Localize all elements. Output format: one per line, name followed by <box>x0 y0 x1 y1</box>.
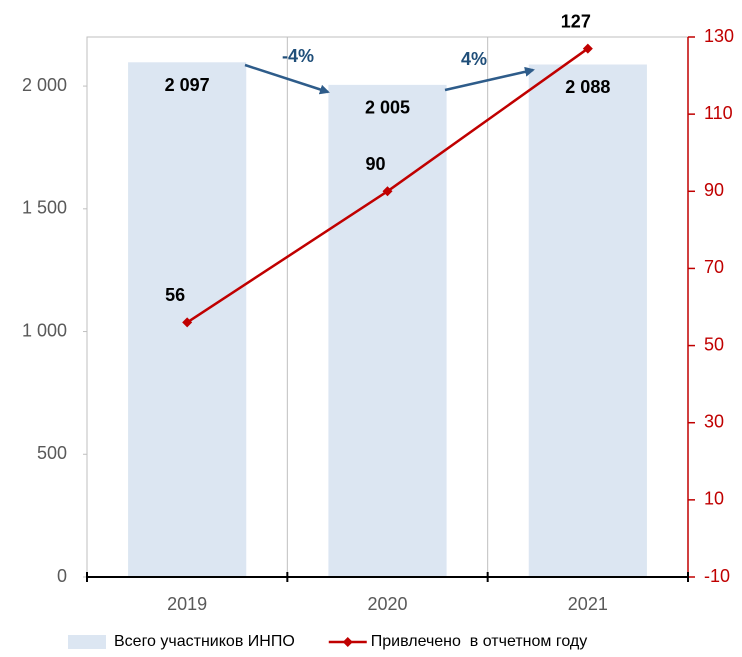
y2-tick-label: 70 <box>704 257 724 277</box>
y2-tick-label: 50 <box>704 334 724 354</box>
y2-tick-label: 110 <box>704 103 733 123</box>
y-tick-label: 1 500 <box>22 198 67 218</box>
annotation: -4% <box>282 46 314 66</box>
line-value-label: 127 <box>561 11 591 31</box>
bar-value-label: 2 005 <box>365 98 410 118</box>
y-tick-label: 1 000 <box>22 320 67 340</box>
line-value-label: 56 <box>165 285 185 305</box>
x-tick-label: 2020 <box>367 594 407 614</box>
legend-marker <box>342 637 353 647</box>
legend-swatch <box>68 635 106 649</box>
bar <box>528 64 647 577</box>
y2-tick-label: -10 <box>704 566 730 586</box>
annotation-arrow <box>444 66 535 92</box>
x-tick-label: 2019 <box>167 594 207 614</box>
y2-tick-label: 10 <box>704 489 724 509</box>
line-marker <box>382 186 393 197</box>
y-tick-label: 500 <box>37 443 67 463</box>
legend-label: Привлечено в отчетном году <box>371 633 587 650</box>
x-tick-label: 2021 <box>568 594 608 614</box>
line-value-label: 90 <box>365 154 385 174</box>
line-marker <box>582 43 593 54</box>
bar-value-label: 2 097 <box>165 75 210 95</box>
annotation-arrow <box>244 63 330 95</box>
y-tick-label: 2 000 <box>22 75 67 95</box>
bar-value-label: 2 088 <box>565 77 610 97</box>
legend-label: Всего участников ИНПО <box>114 633 295 650</box>
y-tick-label: 0 <box>57 566 67 586</box>
y2-tick-label: 130 <box>704 26 734 46</box>
y2-tick-label: 90 <box>704 180 724 200</box>
annotation: 4% <box>461 49 487 69</box>
y2-tick-label: 30 <box>704 411 724 431</box>
bar <box>328 84 447 577</box>
line-marker <box>182 317 193 328</box>
